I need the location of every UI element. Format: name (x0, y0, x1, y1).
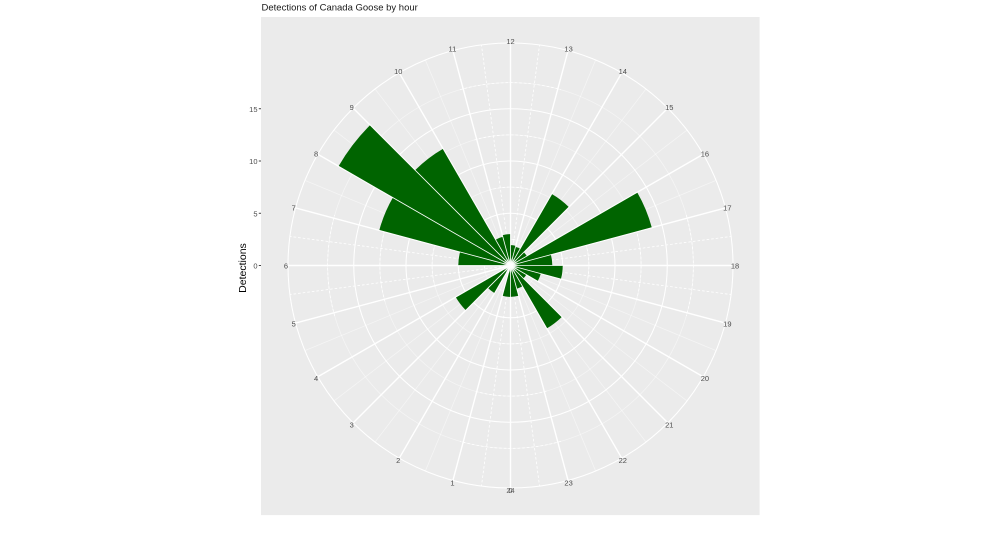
svg-text:15: 15 (249, 105, 257, 114)
svg-text:4: 4 (314, 374, 318, 383)
svg-text:11: 11 (449, 45, 457, 54)
svg-text:21: 21 (665, 420, 673, 429)
svg-text:13: 13 (564, 45, 572, 54)
svg-text:18: 18 (731, 262, 739, 271)
svg-text:Detections: Detections (237, 243, 249, 293)
svg-text:20: 20 (701, 374, 709, 383)
svg-text:24: 24 (506, 486, 514, 495)
svg-text:9: 9 (350, 103, 354, 112)
svg-text:0: 0 (508, 486, 512, 495)
svg-text:8: 8 (314, 149, 318, 158)
svg-text:19: 19 (723, 320, 731, 329)
svg-text:15: 15 (665, 103, 673, 112)
svg-text:7: 7 (292, 203, 296, 212)
svg-text:5: 5 (292, 320, 296, 329)
svg-text:23: 23 (564, 478, 572, 487)
svg-text:10: 10 (394, 67, 402, 76)
svg-text:1: 1 (450, 478, 454, 487)
svg-text:10: 10 (249, 157, 257, 166)
svg-text:0: 0 (253, 262, 257, 271)
svg-text:17: 17 (723, 203, 731, 212)
svg-text:14: 14 (619, 67, 627, 76)
svg-text:6: 6 (284, 262, 288, 271)
svg-text:3: 3 (350, 420, 354, 429)
svg-text:2: 2 (396, 456, 400, 465)
svg-text:22: 22 (619, 456, 627, 465)
svg-text:16: 16 (701, 149, 709, 158)
svg-text:12: 12 (506, 37, 514, 46)
svg-text:5: 5 (253, 209, 257, 218)
svg-text:Detections of Canada Goose by: Detections of Canada Goose by hour (262, 3, 418, 14)
